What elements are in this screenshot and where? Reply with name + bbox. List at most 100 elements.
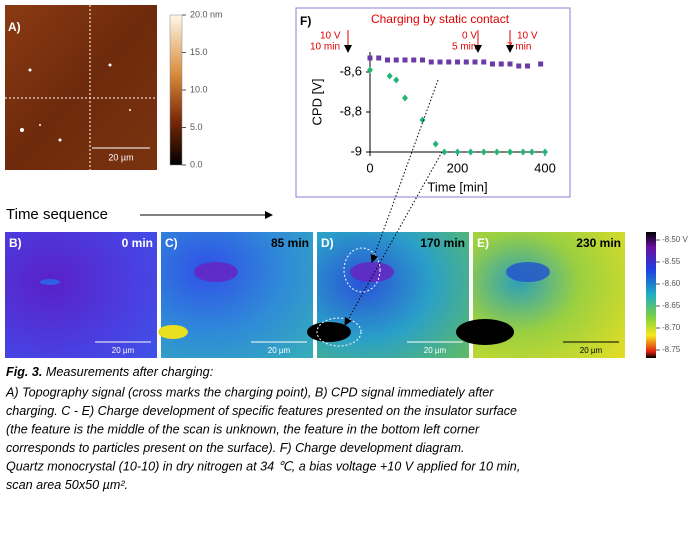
data-point — [402, 57, 408, 63]
caption-line: Fig. 3. Measurements after charging: — [6, 365, 213, 379]
link-arrow — [370, 79, 439, 263]
data-point — [520, 148, 527, 156]
colorbar-label: -8.60 — [662, 279, 681, 288]
colorbar-label: 10.0 — [190, 84, 208, 94]
panel-label: C) — [165, 236, 178, 250]
panel-label: E) — [477, 236, 489, 250]
panel-label: B) — [9, 236, 22, 250]
data-point — [367, 66, 373, 74]
data-point — [516, 63, 522, 69]
colorbar-label: 0.0 — [190, 159, 203, 169]
cpd-image — [5, 232, 157, 358]
y-axis-label: CPD [V] — [309, 79, 324, 126]
data-point — [393, 57, 399, 63]
scale-label: 20 µm — [108, 152, 133, 162]
particles — [20, 63, 131, 142]
panel-label: F) — [300, 14, 311, 28]
link-arrow — [344, 151, 443, 326]
annotation: 5 min — [452, 42, 476, 53]
colorbar — [646, 232, 656, 358]
y-tick-label: -8,8 — [340, 103, 362, 118]
caption-subheading: Measurements after charging: — [46, 365, 213, 379]
colorbar-label: -8.70 — [662, 323, 681, 332]
data-point — [493, 148, 500, 156]
data-point — [393, 76, 400, 84]
colorbar-label: -8.50 V — [662, 235, 688, 244]
feature — [194, 262, 238, 282]
highlight — [316, 317, 362, 347]
data-point — [437, 59, 443, 65]
colorbar-label: -8.55 — [662, 257, 681, 266]
caption-line: corresponds to particles present on the … — [6, 441, 465, 455]
data-point — [525, 63, 530, 69]
data-point — [507, 148, 513, 156]
colorbar-label: -8.65 — [662, 301, 681, 310]
particles — [158, 325, 188, 339]
data-point — [528, 148, 535, 156]
annotation: 10 V — [517, 31, 538, 42]
caption-heading: Fig. 3. — [6, 365, 42, 379]
colorbar-label: 5.0 — [190, 122, 203, 132]
feature — [506, 262, 550, 282]
scale-label: 20 µm — [424, 346, 447, 355]
data-point — [455, 59, 460, 65]
caption-line: charging. C - E) Charge development of s… — [6, 404, 517, 418]
data-point — [367, 55, 373, 61]
data-point — [432, 140, 439, 148]
caption-line: A) Topography signal (cross marks the ch… — [5, 385, 494, 399]
feature — [350, 262, 394, 282]
data-point — [419, 116, 426, 124]
feature — [40, 279, 60, 285]
scale-label: 20 µm — [580, 346, 603, 355]
chart-title: Charging by static contact — [371, 12, 510, 26]
data-point — [428, 59, 434, 65]
panel-label: D) — [321, 236, 334, 250]
particles — [456, 319, 514, 345]
data-point — [441, 148, 448, 156]
annotation: 10 V — [320, 31, 341, 42]
annotation: 0 V — [462, 31, 477, 42]
time-label: 170 min — [420, 236, 465, 250]
x-axis-label: Time [min] — [427, 179, 487, 194]
y-tick-label: -8,6 — [340, 63, 362, 78]
x-tick-label: 400 — [534, 160, 556, 175]
data-point — [481, 59, 487, 65]
data-point — [376, 55, 382, 61]
highlight — [343, 247, 381, 293]
time-label: 0 min — [122, 236, 153, 250]
data-point — [498, 61, 504, 67]
data-point — [420, 57, 425, 63]
data-point — [385, 57, 390, 63]
data-point — [386, 72, 393, 80]
x-tick-label: 200 — [447, 160, 469, 175]
data-point — [446, 59, 452, 65]
y-tick-label: -9 — [350, 143, 362, 158]
annotation: 7 min — [507, 42, 531, 53]
cpd-image — [161, 232, 313, 358]
data-point — [402, 94, 408, 102]
time-label: 85 min — [271, 236, 309, 250]
data-point — [411, 57, 417, 63]
sequence-label: Time sequence — [6, 206, 108, 223]
particles — [307, 322, 351, 342]
data-point — [454, 148, 461, 156]
data-point — [542, 148, 548, 156]
caption-line: Quartz monocrystal (10-10) in dry nitrog… — [6, 459, 520, 473]
annotation: 10 min — [310, 42, 340, 53]
panel-label: A) — [8, 20, 21, 34]
colorbar-label: 20.0 nm — [190, 9, 223, 19]
data-point — [467, 148, 474, 156]
chart-frame — [295, 7, 571, 198]
caption-line: scan area 50x50 µm². — [6, 478, 128, 492]
data-point — [538, 61, 544, 67]
x-tick-label: 0 — [366, 160, 373, 175]
colorbar — [169, 14, 183, 166]
data-point — [463, 59, 469, 65]
colorbar-label: -8.75 — [662, 345, 681, 354]
data-point — [490, 61, 495, 67]
topography-image — [5, 5, 157, 170]
scale-label: 20 µm — [268, 346, 291, 355]
colorbar-label: 15.0 — [190, 47, 208, 57]
